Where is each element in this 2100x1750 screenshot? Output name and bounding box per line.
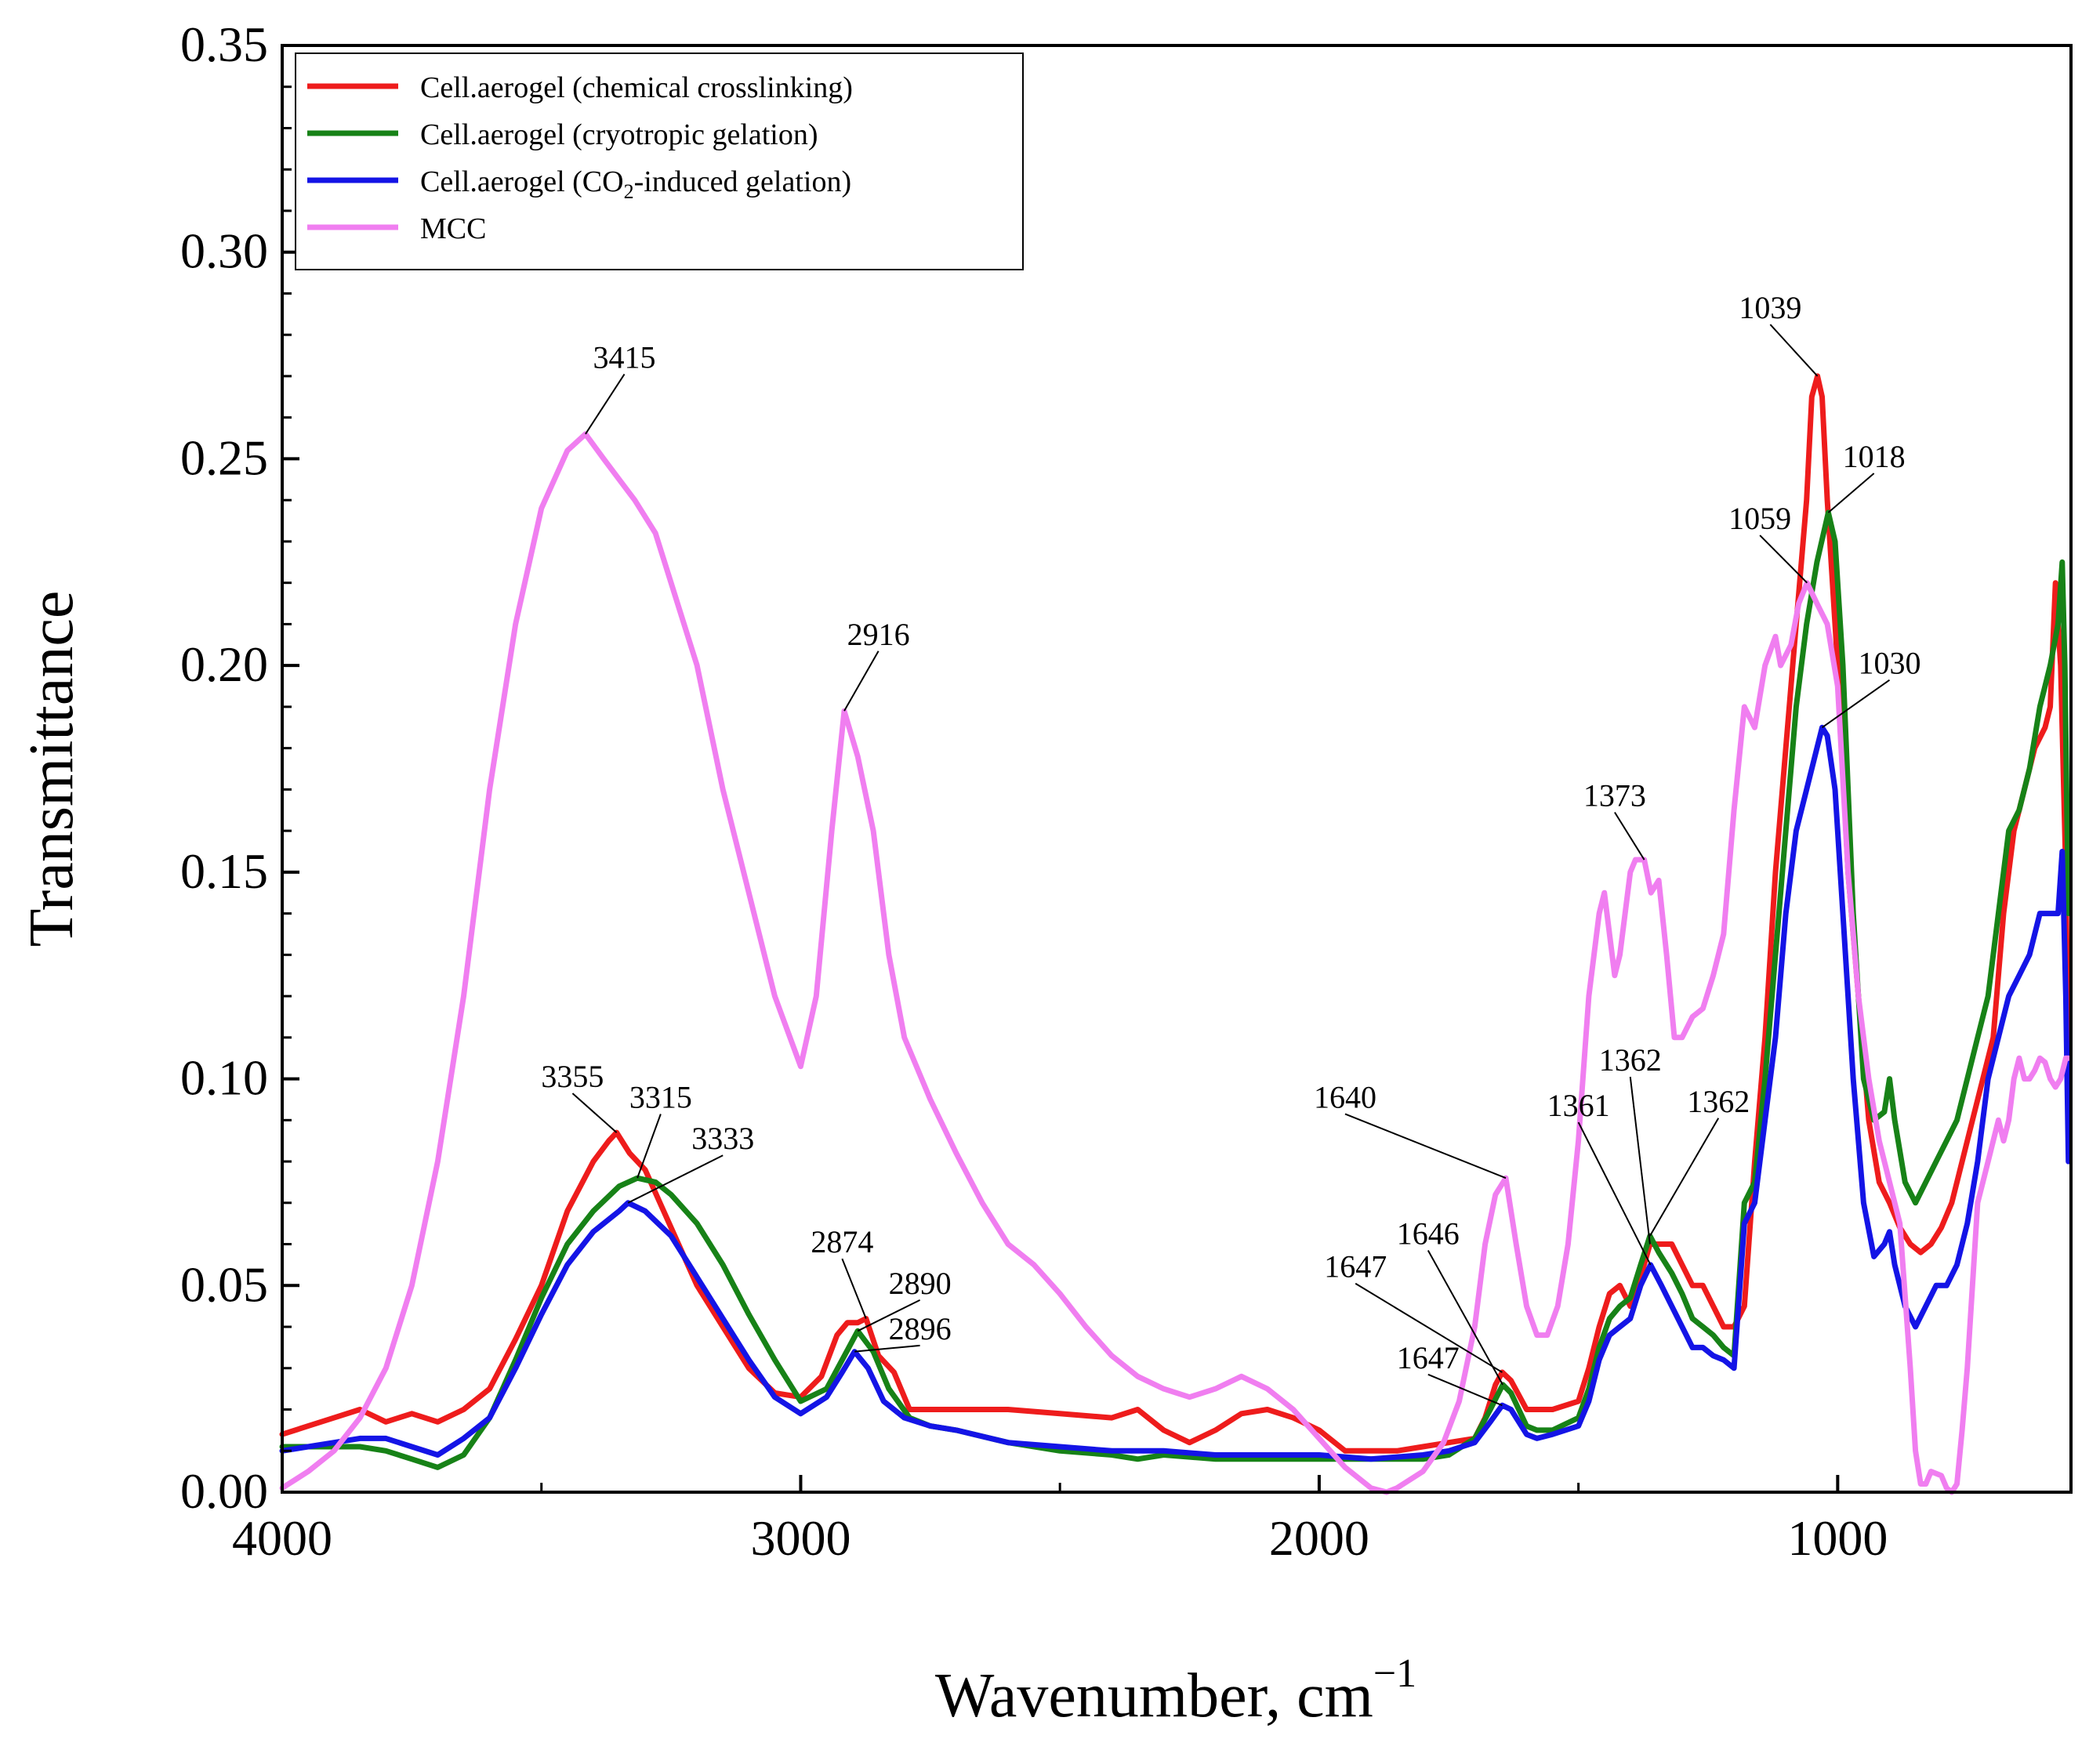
y-tick-label: 0.25 bbox=[180, 429, 268, 485]
annotation-leader bbox=[854, 1344, 920, 1353]
legend-label-3: Cell.aerogel (CO2-induced gelation) bbox=[420, 165, 851, 203]
annotation-leader bbox=[857, 1299, 921, 1332]
series-line-1 bbox=[279, 373, 2072, 1454]
peak-label: 1059 bbox=[1728, 501, 1791, 536]
annotation-leader bbox=[841, 1258, 867, 1319]
annotation-leader bbox=[1355, 1282, 1503, 1373]
y-tick-label: 0.30 bbox=[180, 223, 268, 279]
y-tick-label: 0.05 bbox=[180, 1256, 268, 1312]
peak-label: 3333 bbox=[691, 1121, 754, 1156]
y-tick-label: 0.00 bbox=[180, 1463, 268, 1519]
peak-label: 1362 bbox=[1687, 1084, 1750, 1119]
x-axis-title: Wavenumber, cm−1 bbox=[935, 1651, 1416, 1730]
y-tick-label: 0.35 bbox=[180, 16, 268, 72]
series-line-4 bbox=[279, 431, 2072, 1495]
annotation-leader bbox=[1649, 1118, 1720, 1237]
legend-label-4: MCC bbox=[420, 212, 486, 245]
annotation-leader bbox=[1427, 1373, 1503, 1407]
y-axis-title: Transmittance bbox=[17, 591, 86, 947]
legend-label-1: Cell.aerogel (chemical crosslinking) bbox=[420, 71, 853, 104]
peak-label: 1647 bbox=[1397, 1340, 1460, 1375]
legend-label-suffix: -induced gelation) bbox=[634, 165, 852, 198]
x-axis-title-exponent: −1 bbox=[1373, 1651, 1416, 1696]
series-line-2 bbox=[279, 509, 2072, 1470]
peak-label: 1646 bbox=[1397, 1216, 1460, 1252]
annotation-leader bbox=[1427, 1250, 1503, 1386]
axis-layer: 0.00 0.05 0.10 0.15 0.20 0.25 0.30 0.35 4000 3000… bbox=[180, 16, 1888, 1566]
legend-label-2: Cell.aerogel (cryotropic gelation) bbox=[420, 118, 818, 151]
peak-label: 1018 bbox=[1843, 439, 1906, 474]
plot-frame bbox=[281, 44, 2073, 1494]
x-tick-label: 1000 bbox=[1787, 1510, 1888, 1566]
legend-label-text: Cell.aerogel (chemical crosslinking) bbox=[420, 71, 853, 104]
annotation-leader bbox=[571, 1092, 618, 1133]
legend: Cell.aerogel (chemical crosslinking) Cell… bbox=[295, 53, 1024, 270]
peak-label: 3315 bbox=[629, 1079, 692, 1114]
x-tick-label: 2000 bbox=[1269, 1510, 1369, 1566]
annotation-leader bbox=[843, 650, 880, 712]
annotation-leader bbox=[1827, 473, 1875, 513]
peak-label: 2890 bbox=[889, 1266, 952, 1301]
annotation-leader bbox=[1344, 1113, 1507, 1179]
legend-label-text: Cell.aerogel (CO bbox=[420, 165, 624, 198]
y-tick-label: 0.10 bbox=[180, 1050, 268, 1106]
y-tick-label: 0.20 bbox=[180, 636, 268, 692]
x-tick-label: 3000 bbox=[750, 1510, 851, 1566]
peak-label: 1647 bbox=[1324, 1249, 1387, 1284]
annotation-leader bbox=[1759, 534, 1808, 584]
peak-label: 2874 bbox=[811, 1224, 873, 1259]
peak-label: 1640 bbox=[1314, 1079, 1376, 1114]
peak-label: 2916 bbox=[847, 617, 910, 652]
annotation-leader bbox=[627, 1154, 724, 1204]
peak-label: 1361 bbox=[1547, 1088, 1610, 1123]
annotation-leader bbox=[637, 1114, 662, 1179]
peak-label: 1030 bbox=[1858, 646, 1920, 681]
annotation-leader bbox=[1577, 1121, 1652, 1266]
x-axis-title-text: Wavenumber, cm bbox=[935, 1661, 1373, 1730]
peak-label: 3355 bbox=[541, 1059, 604, 1094]
annotation-leader bbox=[1769, 324, 1819, 377]
annotation-layer: 3415 2916 3355 3315 3333 2874 2890 2896 1640 1647… bbox=[541, 290, 1920, 1407]
annotation-leader bbox=[585, 373, 626, 435]
legend-label-text: MCC bbox=[420, 212, 486, 245]
annotation-leader bbox=[1629, 1076, 1651, 1245]
legend-label-subscript: 2 bbox=[624, 180, 634, 203]
peak-label: 2896 bbox=[889, 1311, 952, 1346]
legend-label-text: Cell.aerogel (cryotropic gelation) bbox=[420, 118, 818, 151]
peak-label: 3415 bbox=[593, 339, 656, 375]
legend-box bbox=[295, 53, 1024, 270]
peak-label: 1362 bbox=[1599, 1042, 1662, 1078]
x-tick-label: 4000 bbox=[232, 1510, 332, 1566]
series-layer bbox=[279, 373, 2072, 1495]
annotation-leader bbox=[1821, 679, 1891, 729]
series-line-3 bbox=[279, 724, 2072, 1462]
y-tick-label: 0.15 bbox=[180, 843, 268, 899]
annotation-leader bbox=[1614, 811, 1645, 861]
peak-label: 1373 bbox=[1583, 777, 1646, 813]
legend-items: Cell.aerogel (chemical crosslinking) Cell… bbox=[307, 71, 853, 245]
peak-label: 1039 bbox=[1739, 290, 1801, 325]
